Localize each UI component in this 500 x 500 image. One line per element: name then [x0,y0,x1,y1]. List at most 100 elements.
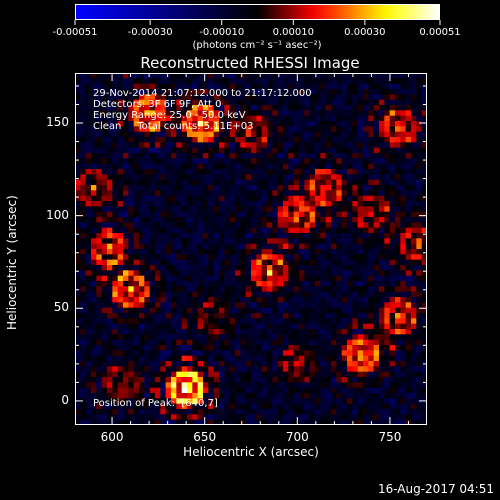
heatmap-cell [80,142,87,149]
heatmap-cell [272,382,279,389]
heatmap-cell [379,126,385,133]
heatmap-cell [91,105,97,111]
heatmap-cell [416,83,423,90]
heatmap-cell [384,83,391,90]
heatmap-cell [144,126,151,133]
heatmap-cell [117,243,124,250]
heatmap-cell [261,153,268,159]
heatmap-cell [363,339,369,346]
heatmap-cell [299,89,305,95]
heatmap-cell [411,217,417,223]
heatmap-cell [320,361,327,367]
heatmap-cell [229,158,236,165]
heatmap-cell [272,361,279,367]
heatmap-cell [315,217,321,223]
heatmap-cell [96,163,103,170]
heatmap-cell [219,249,225,255]
heatmap-cell [133,131,140,138]
heatmap-cell [75,254,81,261]
heatmap-cell [219,190,225,197]
heatmap-cell [331,270,337,277]
heatmap-cell [368,195,375,202]
heatmap-cell [411,105,417,111]
heatmap-cell [171,345,177,351]
heatmap-cell [235,137,241,143]
heatmap-cell [139,243,145,250]
heatmap-cell [293,355,300,362]
heatmap-cell [75,89,81,95]
heatmap-cell [309,233,316,239]
heatmap-cell [277,233,284,239]
heatmap-cell [384,110,391,117]
heatmap-cell [363,233,369,239]
heatmap-cell [272,409,279,415]
heatmap-cell [75,78,81,85]
heatmap-cell [384,179,391,186]
heatmap-cell [347,259,353,266]
heatmap-cell [421,201,427,207]
heatmap-cell [400,414,407,421]
heatmap-cell [224,249,231,255]
heatmap-cell [96,73,103,79]
heatmap-cell [379,382,385,389]
heatmap-cell [315,94,321,101]
heatmap-cell [219,414,225,421]
heatmap-cell [96,121,103,127]
heatmap-cell [421,291,427,298]
heatmap-cell [411,142,417,149]
heatmap-cell [235,313,241,319]
heatmap-cell [107,297,113,303]
heatmap-cell [197,254,204,261]
heatmap-cell [107,313,113,319]
heatmap-cell [272,366,279,373]
heatmap-cell [256,297,263,303]
heatmap-cell [405,345,412,351]
heatmap-cell [219,238,225,245]
heatmap-cell [181,190,188,197]
heatmap-cell [251,185,257,191]
heatmap-cell [352,371,359,378]
heatmap-cell [261,371,268,378]
heatmap-cell [229,201,236,207]
heatmap-cell [155,323,161,330]
heatmap-cell [149,83,156,90]
heatmap-cell [261,350,268,357]
heatmap-cell [219,142,225,149]
heatmap-cell [304,270,311,277]
heatmap-cell [379,403,385,410]
heatmap-cell [101,419,108,425]
heatmap-cell [251,323,257,330]
heatmap-cell [293,185,300,191]
heatmap-cell [192,190,199,197]
heatmap-cell [224,99,231,106]
heatmap-cell [357,121,364,127]
heatmap-cell [400,179,407,186]
heatmap-cell [293,329,300,335]
heatmap-cell [75,265,81,271]
heatmap-cell [357,201,364,207]
heatmap-cell [331,73,337,79]
heatmap-cell [347,345,353,351]
heatmap-cell [272,334,279,341]
heatmap-cell [309,110,316,117]
heatmap-cell [315,286,321,293]
heatmap-cell [341,307,348,314]
heatmap-cell [224,345,231,351]
heatmap-cell [139,318,145,325]
heatmap-cell [288,409,295,415]
heatmap-cell [101,281,108,287]
heatmap-cell [373,158,380,165]
heatmap-cell [123,142,129,149]
heatmap-cell [277,414,284,421]
heatmap-cell [155,73,161,79]
heatmap-cell [363,409,369,415]
heatmap-cell [363,126,369,133]
heatmap-cell [197,163,204,170]
heatmap-cell [219,110,225,117]
heatmap-cell [352,131,359,138]
heatmap-cell [357,233,364,239]
heatmap-cell [352,78,359,85]
heatmap-cell [389,137,396,143]
heatmap-cell [261,323,268,330]
heatmap-cell [416,329,423,335]
